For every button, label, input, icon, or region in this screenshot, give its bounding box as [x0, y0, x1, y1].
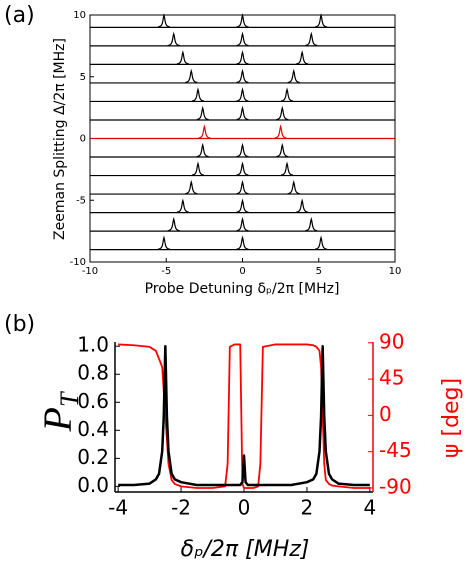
- trace-peak: [276, 105, 289, 121]
- trace-peak: [236, 216, 249, 232]
- y-tick-label: 0.0: [77, 473, 109, 497]
- x-tick-label: -10: [82, 266, 98, 277]
- trace-peak: [236, 142, 249, 158]
- y-tick-label: 0: [80, 134, 86, 145]
- trace-peak: [314, 235, 328, 250]
- x-axis-label: δₚ/2π [MHz]: [181, 537, 310, 562]
- trace-peak: [157, 235, 171, 250]
- y-axis-label: Zeeman Splitting Δ/2π [MHz]: [52, 38, 68, 240]
- trace-peak: [314, 13, 328, 28]
- trace-peak: [236, 68, 249, 84]
- trace-peak: [191, 161, 205, 176]
- x-axis-label: Probe Detuning δₚ/2π [MHz]: [145, 281, 340, 297]
- series-line: [118, 344, 370, 487]
- x-tick-label: 4: [363, 496, 376, 520]
- y-axis-label: PT: [35, 391, 84, 432]
- y-tick-label: 0.2: [77, 445, 109, 469]
- x-tick-label: -2: [171, 496, 191, 520]
- trace-peak: [196, 142, 209, 158]
- trace-peak: [236, 50, 249, 65]
- trace-peak: [280, 161, 294, 176]
- y-tick-label: 0.6: [77, 389, 109, 413]
- y2-axis-label: ψ [deg]: [439, 378, 464, 458]
- series-line: [118, 343, 370, 489]
- y-tick-label: 1.0: [77, 333, 109, 357]
- x-tick-label: 0: [239, 266, 245, 277]
- trace-peak: [176, 198, 189, 213]
- trace-peak: [236, 235, 249, 250]
- trace-peak: [276, 142, 289, 158]
- trace-peak: [305, 31, 318, 47]
- trace-peak: [236, 31, 249, 47]
- trace-peak: [167, 31, 180, 47]
- trace-peak: [236, 87, 249, 102]
- y-tick-label: 0.4: [77, 417, 109, 441]
- trace-peak: [236, 179, 249, 195]
- x-tick-label: 0: [238, 496, 251, 520]
- x-tick-label: 10: [389, 266, 402, 277]
- trace-peak: [280, 87, 294, 102]
- trace-peak: [236, 105, 249, 121]
- y-tick-label: 0.8: [77, 361, 109, 385]
- trace-peak: [236, 161, 249, 176]
- y-tick-label: 10: [73, 10, 86, 21]
- y-tick-label: -5: [76, 195, 86, 206]
- trace-peak: [305, 216, 318, 232]
- trace-peak: [198, 124, 211, 139]
- y2-tick-label: 0: [379, 402, 392, 426]
- trace-peak: [236, 13, 249, 28]
- y2-tick-label: 45: [379, 366, 404, 390]
- trace-peak: [157, 13, 171, 28]
- trace-peak: [296, 198, 309, 213]
- y-tick-label: 5: [80, 72, 86, 83]
- trace-peak: [191, 87, 205, 102]
- trace-peak: [287, 179, 300, 195]
- y-tick-label: -10: [70, 257, 86, 268]
- trace-peak: [287, 68, 300, 84]
- panel-label: (b): [4, 312, 35, 337]
- trace-peak: [274, 124, 287, 139]
- y2-tick-label: -90: [379, 474, 412, 498]
- trace-peak: [296, 50, 309, 65]
- trace-peak: [167, 216, 180, 232]
- trace-peak: [236, 198, 249, 213]
- trace-peak: [176, 50, 189, 65]
- y-axis-label-sub: T: [55, 391, 84, 407]
- trace-peak: [185, 68, 198, 84]
- y-axis-label-main: P: [35, 407, 80, 432]
- x-tick-label: 5: [316, 266, 322, 277]
- x-tick-label: -5: [161, 266, 171, 277]
- trace-peak: [196, 105, 209, 121]
- y2-tick-label: 90: [379, 329, 404, 353]
- y2-tick-label: -45: [379, 438, 412, 462]
- x-tick-label: -4: [108, 496, 128, 520]
- trace-peak: [185, 179, 198, 195]
- panel-label: (a): [4, 3, 35, 28]
- x-tick-label: 2: [301, 496, 314, 520]
